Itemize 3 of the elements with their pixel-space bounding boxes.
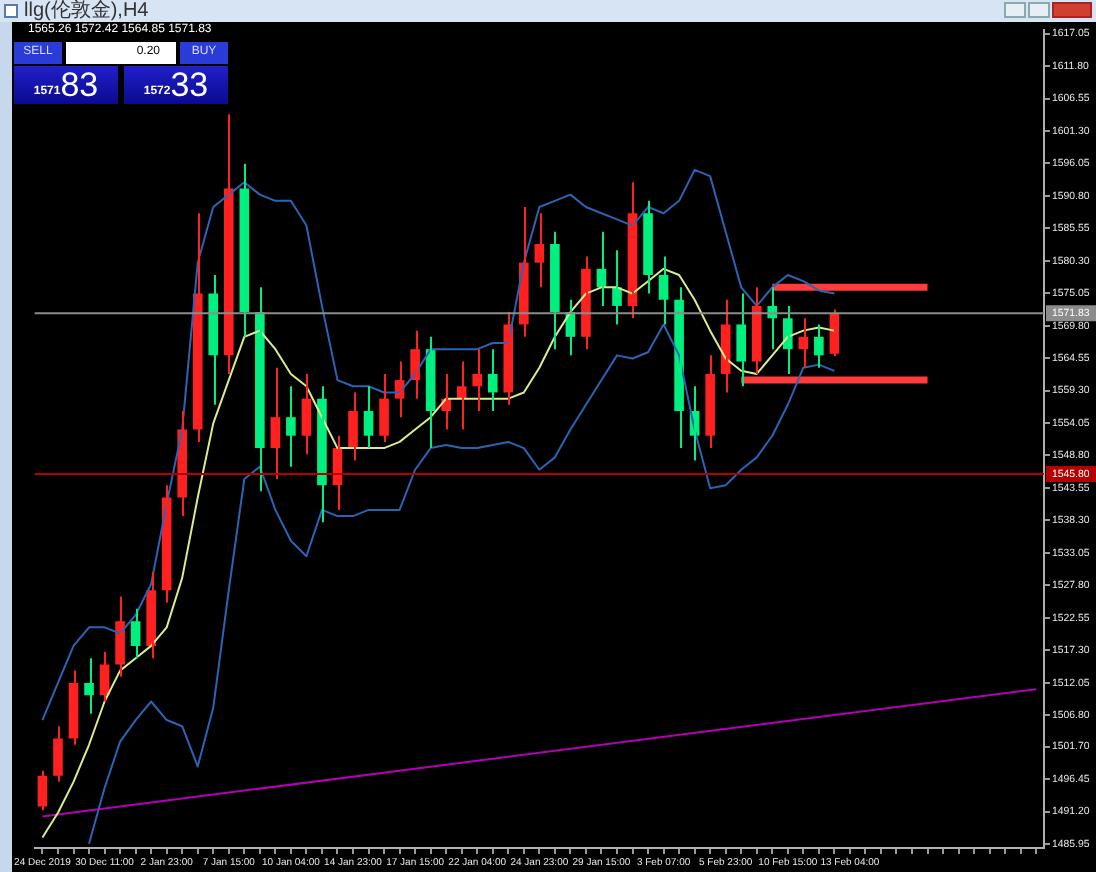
annotation: 33 bbox=[170, 66, 209, 104]
chart-title: llg(伦敦金),H4 bbox=[24, 0, 149, 22]
annotation: 83 bbox=[60, 66, 99, 104]
